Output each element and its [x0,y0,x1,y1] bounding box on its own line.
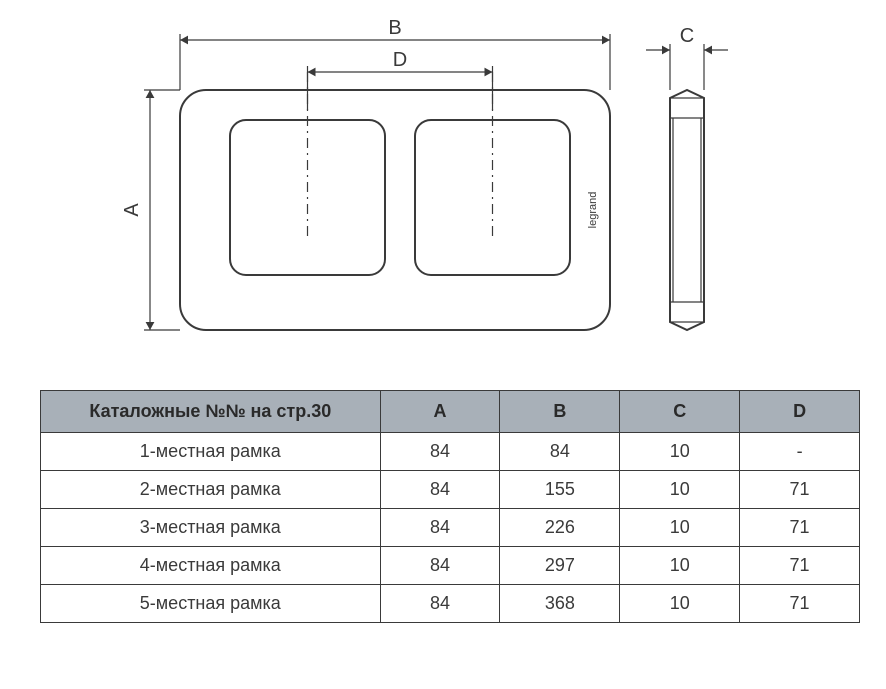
row-name: 5-местная рамка [41,585,381,623]
svg-text:legrand: legrand [587,192,599,229]
svg-text:D: D [393,49,407,71]
header-col-b: B [500,391,620,433]
header-col-c: C [620,391,740,433]
table-row: 5-местная рамка843681071 [41,585,860,623]
row-name: 3-местная рамка [41,509,381,547]
header-title: Каталожные №№ на стр.30 [41,391,381,433]
dimensions-table: Каталожные №№ на стр.30 A B C D 1-местна… [40,390,860,623]
cell-a: 84 [380,433,500,471]
svg-text:A: A [121,203,143,217]
header-col-d: D [740,391,860,433]
cell-c: 10 [620,547,740,585]
table-header-row: Каталожные №№ на стр.30 A B C D [41,391,860,433]
svg-text:C: C [680,25,694,47]
cell-d: 71 [740,547,860,585]
row-name: 1-местная рамка [41,433,381,471]
cell-d: - [740,433,860,471]
row-name: 4-местная рамка [41,547,381,585]
cell-d: 71 [740,585,860,623]
cell-c: 10 [620,433,740,471]
cell-c: 10 [620,471,740,509]
cell-c: 10 [620,509,740,547]
cell-a: 84 [380,471,500,509]
cell-a: 84 [380,547,500,585]
technical-diagram: legrand BD A C [80,20,780,360]
cell-c: 10 [620,585,740,623]
cell-a: 84 [380,509,500,547]
cell-b: 297 [500,547,620,585]
cell-b: 155 [500,471,620,509]
cell-b: 368 [500,585,620,623]
row-name: 2-местная рамка [41,471,381,509]
table-row: 2-местная рамка841551071 [41,471,860,509]
table-row: 4-местная рамка842971071 [41,547,860,585]
cell-a: 84 [380,585,500,623]
cell-b: 84 [500,433,620,471]
table-row: 3-местная рамка842261071 [41,509,860,547]
header-col-a: A [380,391,500,433]
cell-d: 71 [740,471,860,509]
svg-text:B: B [388,20,401,39]
cell-d: 71 [740,509,860,547]
cell-b: 226 [500,509,620,547]
table-row: 1-местная рамка848410- [41,433,860,471]
